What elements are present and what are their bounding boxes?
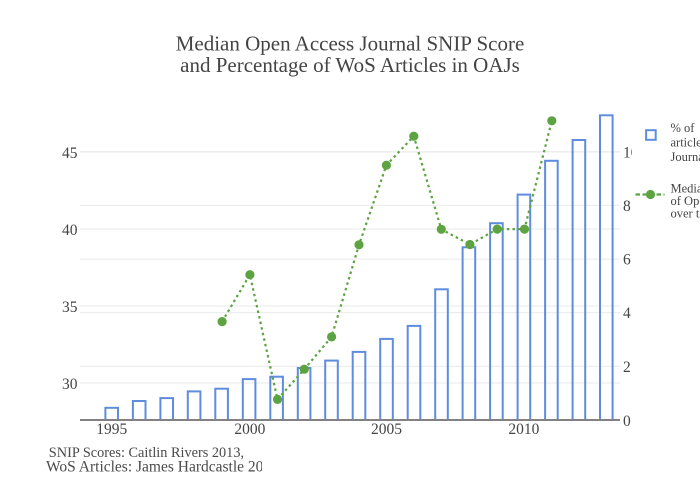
svg-text:30: 30 xyxy=(62,376,78,393)
svg-text:45: 45 xyxy=(62,145,78,162)
svg-text:2000: 2000 xyxy=(234,421,265,438)
svg-text:4: 4 xyxy=(623,305,631,322)
svg-text:of Open Acc: of Open Acc xyxy=(671,194,700,208)
svg-text:10: 10 xyxy=(623,144,639,161)
svg-text:2: 2 xyxy=(623,359,631,376)
svg-text:8: 8 xyxy=(623,198,631,215)
svg-text:articles in: articles in xyxy=(671,136,700,150)
svg-text:2010: 2010 xyxy=(508,421,539,438)
svg-text:and Percentage of WoS Articles: and Percentage of WoS Articles in OAJs xyxy=(180,53,520,77)
svg-text:SNIP Scores: Caitlin Rivers 20: SNIP Scores: Caitlin Rivers 2013, xyxy=(49,445,244,461)
svg-text:% of: % of xyxy=(671,121,696,135)
svg-text:over time: over time xyxy=(671,206,700,220)
svg-text:1995: 1995 xyxy=(96,421,127,438)
svg-text:WoS Articles: James Hardcastle: WoS Articles: James Hardcastle 2013 xyxy=(46,459,279,476)
svg-text:Journals: Journals xyxy=(671,150,700,164)
svg-text:40: 40 xyxy=(62,222,78,239)
svg-text:Median Open Access Journal SNI: Median Open Access Journal SNIP Score xyxy=(176,32,525,56)
svg-text:6: 6 xyxy=(623,252,631,269)
svg-text:Median SNIP: Median SNIP xyxy=(671,181,700,195)
svg-text:35: 35 xyxy=(62,299,78,316)
svg-text:2005: 2005 xyxy=(371,421,402,438)
svg-text:0: 0 xyxy=(623,413,631,430)
